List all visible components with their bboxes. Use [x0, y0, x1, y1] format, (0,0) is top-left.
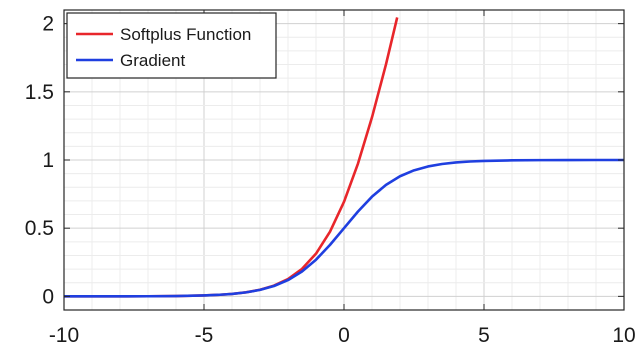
- x-tick-label: -5: [195, 324, 214, 347]
- legend-box: [66, 12, 277, 79]
- series-line-gradient: [64, 158, 624, 298]
- y-tick-label: 1.5: [25, 81, 54, 104]
- tick-group: [63, 10, 625, 310]
- y-tick-label: 1: [42, 149, 54, 172]
- y-tick-label: 0: [42, 285, 54, 308]
- x-tick-label: 0: [338, 324, 350, 347]
- legend-label-softplus: Softplus Function: [120, 25, 251, 44]
- legend: Softplus Function Gradient: [66, 12, 277, 79]
- series-group: [64, 17, 624, 298]
- x-tick-label: 5: [478, 324, 490, 347]
- y-tick-label: 2: [42, 13, 54, 36]
- legend-label-gradient: Gradient: [120, 51, 185, 70]
- x-tick-label: 10: [612, 324, 635, 347]
- tick-labels: -10 -5 0 5 10 0 0.5 1 1.5 2: [25, 13, 636, 347]
- y-tick-label: 0.5: [25, 217, 54, 240]
- x-tick-label: -10: [49, 324, 79, 347]
